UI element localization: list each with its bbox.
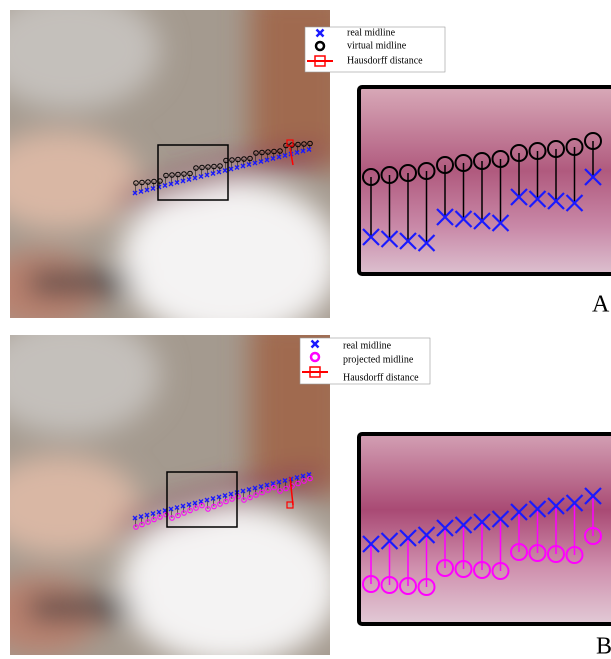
legend-label: Hausdorff distance	[343, 372, 419, 383]
shadow	[30, 597, 130, 619]
legend-label: real midline	[347, 27, 396, 38]
panel-label: B	[596, 634, 611, 659]
legend-label: real midline	[343, 340, 392, 351]
inset	[359, 434, 611, 624]
blob	[120, 505, 340, 659]
legend-label: Hausdorff distance	[347, 55, 423, 66]
blob	[120, 180, 340, 340]
legend-label: virtual midline	[347, 40, 407, 51]
legend-label: projected midline	[343, 354, 414, 365]
figure: real midline virtual midline Hausdorff dis…	[0, 0, 611, 659]
scene	[0, 0, 611, 659]
photo	[0, 315, 350, 659]
inset-bg	[359, 434, 611, 624]
photo	[0, 0, 350, 340]
inset	[359, 87, 611, 274]
shadow	[30, 272, 130, 294]
panel-label: A	[592, 292, 610, 318]
